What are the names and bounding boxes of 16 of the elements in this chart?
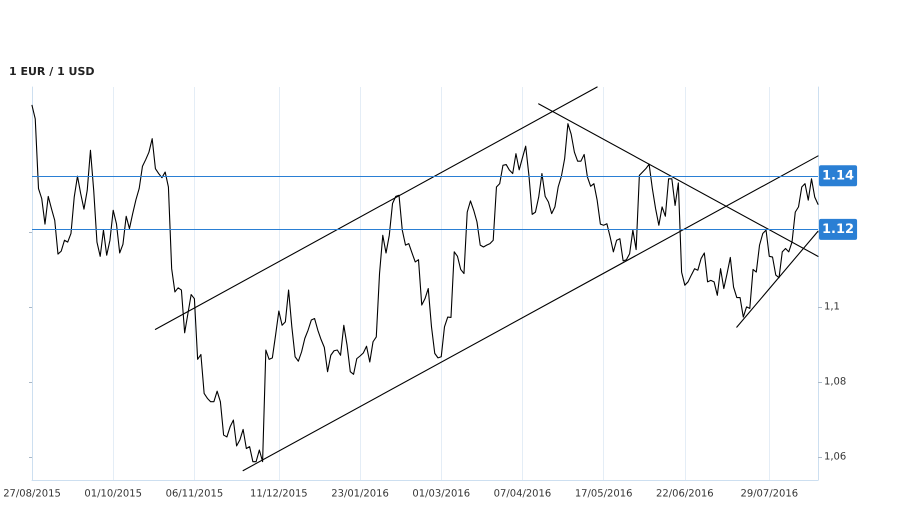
- x-tick-label: 07/04/2016: [494, 488, 552, 500]
- x-tick-label: 22/06/2016: [656, 488, 714, 500]
- x-tick-label: 27/08/2015: [3, 488, 61, 500]
- y-tick-label: 1,06: [824, 451, 846, 462]
- x-tick-label: 23/01/2016: [331, 488, 389, 500]
- y-tick-label: 1,1: [824, 301, 840, 312]
- chart-title: 1 EUR / 1 USD: [9, 65, 95, 78]
- x-tick-label: 06/11/2015: [166, 488, 224, 500]
- y-tick-label: 1,08: [824, 376, 846, 388]
- ref-line-label: 1.14: [822, 168, 854, 184]
- x-tick-label: 01/10/2015: [84, 488, 142, 500]
- x-tick-label: 11/12/2015: [250, 488, 308, 500]
- x-tick-label: 01/03/2016: [412, 488, 470, 500]
- ref-line-label: 1.12: [822, 222, 854, 237]
- x-tick-label: 17/05/2016: [574, 488, 632, 500]
- x-tick-label: 29/07/2016: [740, 488, 798, 500]
